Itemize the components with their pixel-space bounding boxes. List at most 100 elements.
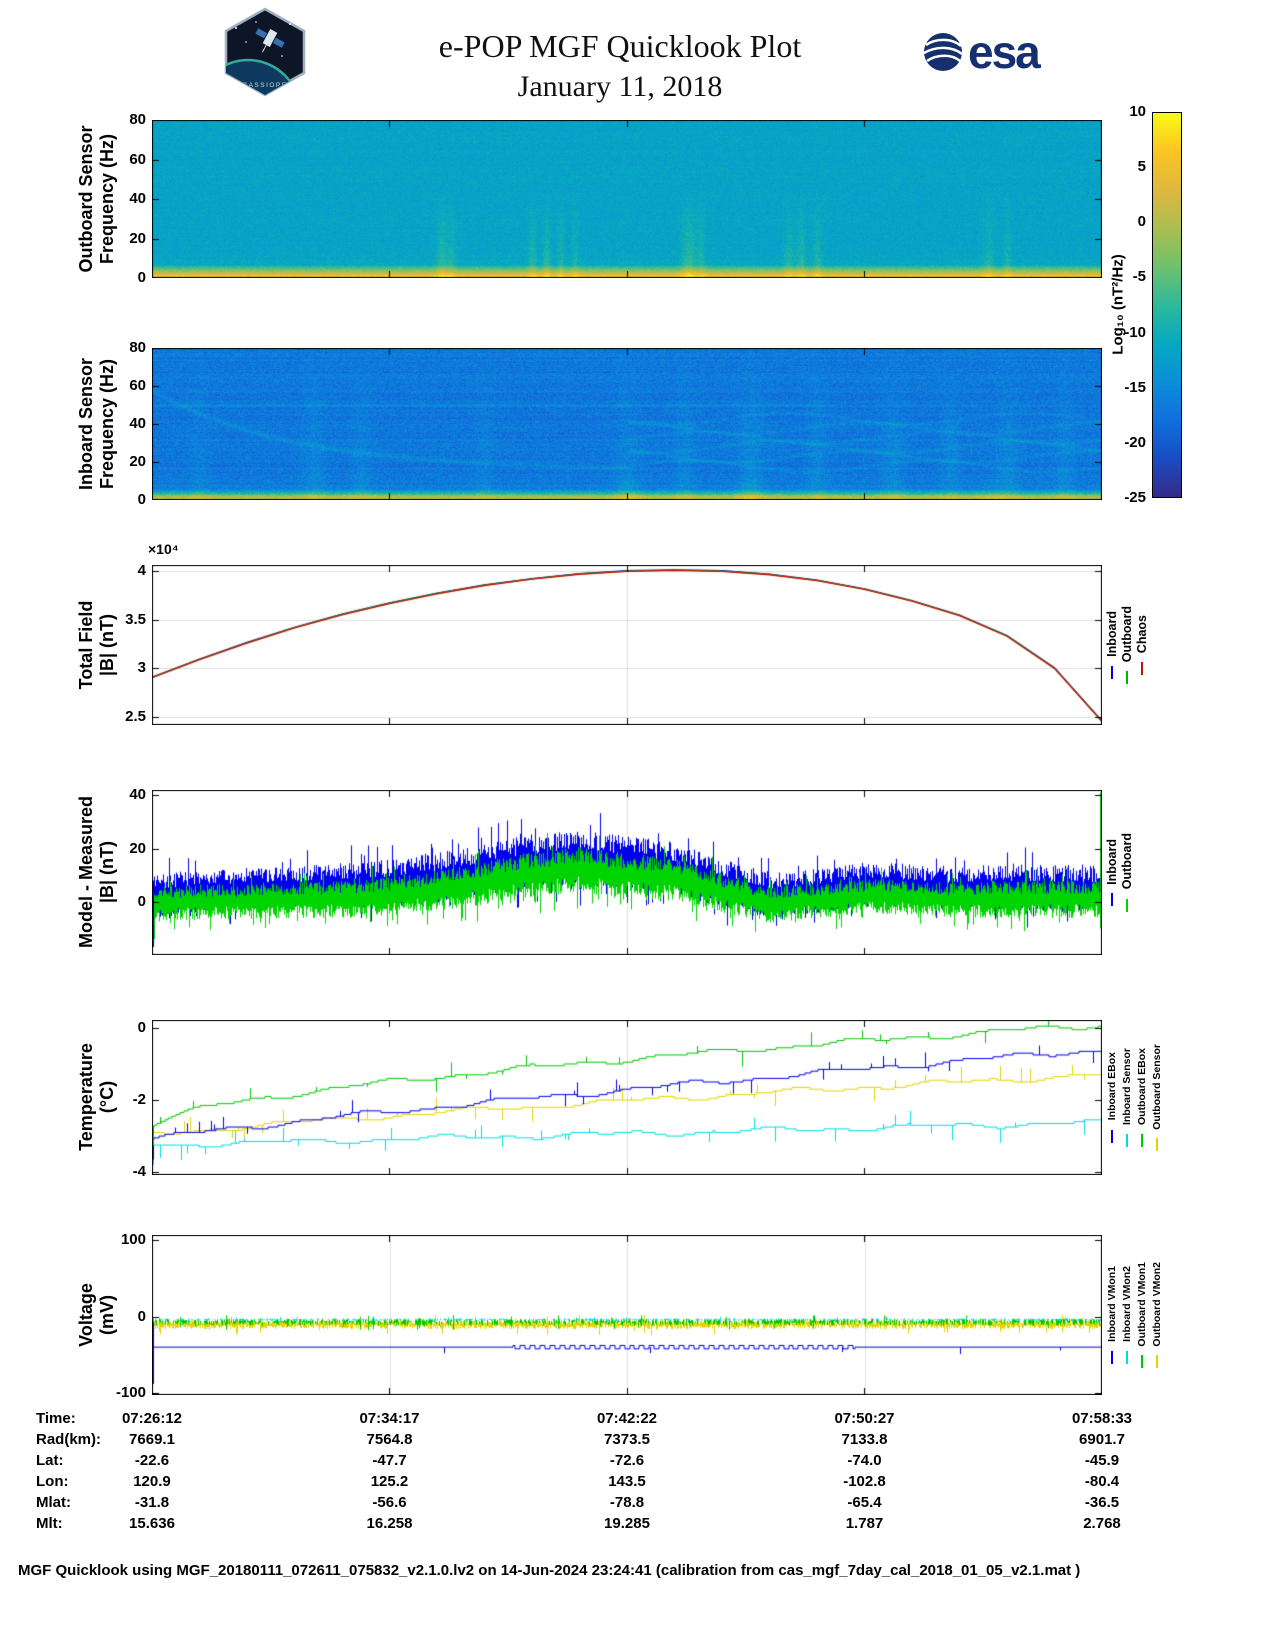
y-tick-label: 20 <box>129 229 146 247</box>
table-value: -102.8 <box>843 1473 886 1490</box>
panel-4 <box>152 790 1102 955</box>
y-tick-label: 4 <box>137 561 146 579</box>
legend-label: Outboard VMon2 <box>1151 1261 1163 1347</box>
legend-line-mark <box>1111 1129 1113 1143</box>
legend-line-mark <box>1141 1355 1143 1369</box>
table-value: -36.5 <box>1084 1494 1120 1511</box>
table-value: 07:42:22 <box>596 1410 658 1427</box>
panel-legend: Inboard VMon1 Inboard VMon2 Outboard VMon1… <box>1105 1235 1164 1395</box>
table-row-label: Mlat: <box>36 1494 71 1511</box>
table-value: -80.4 <box>1084 1473 1120 1490</box>
legend-line-mark <box>1141 1134 1143 1147</box>
panel-1-canvas <box>152 120 1102 278</box>
panel-6-canvas <box>152 1235 1102 1395</box>
y-tick-label: -2 <box>132 1091 146 1109</box>
colorbar-tick-label: -20 <box>1124 433 1146 451</box>
table-value: -31.8 <box>134 1494 170 1511</box>
table-value: 125.2 <box>370 1473 409 1490</box>
panel-4-canvas <box>152 790 1102 955</box>
legend-label: Chaos <box>1135 614 1149 654</box>
panel-legend: Inboard Outboard Chaos <box>1105 565 1149 725</box>
footer-caption: MGF Quicklook using MGF_20180111_072611_… <box>18 1562 1081 1579</box>
legend-label: Inboard VMon2 <box>1121 1266 1133 1342</box>
table-value: 1.787 <box>845 1515 884 1532</box>
mission-logo-text: CASSIOPE <box>242 82 287 89</box>
table-row-label: Mlt: <box>36 1515 63 1532</box>
colorbar-tick-label: 0 <box>1137 213 1146 231</box>
esa-logo-text: esa <box>968 26 1041 78</box>
legend-line-mark <box>1111 665 1113 679</box>
y-tick-label: 20 <box>129 453 146 470</box>
page-title: e-POP MGF Quicklook Plot <box>438 28 802 64</box>
legend-label: Outboard <box>1120 833 1134 890</box>
y-tick-label: 0 <box>137 1307 146 1325</box>
table-value: 7373.5 <box>604 1431 650 1448</box>
table-value: 143.5 <box>608 1473 646 1490</box>
legend-label: Inboard Sensor <box>1121 1047 1133 1125</box>
table-value: 19.285 <box>604 1515 650 1532</box>
table-row-label: Time: <box>36 1410 76 1427</box>
legend-entry: Outboard <box>1120 790 1134 955</box>
y-tick-label: 100 <box>120 1230 146 1248</box>
legend-entry: Outboard VMon1 <box>1135 1235 1149 1395</box>
panel-legend: Inboard Outboard <box>1105 790 1134 955</box>
legend-entry: Inboard Sensor <box>1120 1020 1134 1175</box>
panel-5 <box>152 1020 1102 1175</box>
table-value: -65.4 <box>847 1494 882 1511</box>
table-value: 07:34:17 <box>359 1410 420 1427</box>
legend-entry: Inboard <box>1105 565 1119 725</box>
colorbar-tick-label: -5 <box>1132 268 1146 286</box>
table-value: -72.6 <box>609 1452 645 1469</box>
table-value: 7564.8 <box>366 1431 413 1448</box>
legend-label: Inboard EBox <box>1106 1052 1118 1121</box>
page-date: January 11, 2018 <box>517 70 723 103</box>
y-tick-label: 40 <box>129 190 146 207</box>
colorbar <box>1152 112 1182 498</box>
y-tick-label: 0 <box>137 1018 146 1036</box>
legend-entry: Inboard VMon1 <box>1105 1235 1119 1395</box>
table-value: 16.258 <box>366 1515 413 1532</box>
legend-entry: Inboard VMon2 <box>1120 1235 1134 1395</box>
table-value: -56.6 <box>372 1494 407 1511</box>
panel-3 <box>152 565 1102 725</box>
y-tick-label: 0 <box>137 892 146 910</box>
legend-entry: Outboard EBox <box>1135 1020 1149 1175</box>
panel-legend: Inboard EBox Inboard Sensor Outboard EBox O… <box>1105 1020 1164 1175</box>
y-tick-label: 2.5 <box>125 708 146 726</box>
legend-line-mark <box>1111 893 1113 907</box>
y-tick-label: 40 <box>129 415 146 432</box>
legend-line-mark <box>1126 1350 1128 1364</box>
table-value: 7669.1 <box>129 1431 175 1448</box>
y-tick-label: 3 <box>137 659 146 677</box>
table-value: 120.9 <box>133 1473 171 1490</box>
y-tick-label: 0 <box>137 269 146 286</box>
table-value: -22.6 <box>134 1452 170 1469</box>
y-tick-label: 80 <box>129 111 146 128</box>
legend-label: Inboard VMon1 <box>1106 1266 1118 1342</box>
table-value: 6901.7 <box>1079 1431 1125 1448</box>
legend-label: Outboard EBox <box>1136 1047 1148 1125</box>
panel-3-canvas <box>152 565 1102 725</box>
colorbar-tick-label: -25 <box>1124 489 1146 506</box>
y-axis-exponent-label: ×10⁴ <box>148 541 179 557</box>
table-row-label: Lon: <box>36 1473 69 1490</box>
panel-2 <box>152 348 1102 500</box>
colorbar-tick-label: 5 <box>1137 158 1146 176</box>
y-tick-label: 40 <box>129 786 146 804</box>
legend-line-mark <box>1111 1350 1113 1364</box>
table-value: 2.768 <box>1083 1515 1121 1532</box>
cassiope-mission-logo-icon: CASSIOPE <box>224 7 306 97</box>
legend-label: Outboard Sensor <box>1151 1043 1163 1130</box>
table-value: 7133.8 <box>841 1431 888 1448</box>
panel-5-canvas <box>152 1020 1102 1175</box>
table-value: -78.8 <box>609 1494 645 1511</box>
y-tick-label: 3.5 <box>125 610 146 628</box>
legend-line-mark <box>1126 671 1128 685</box>
ylabel-line: Voltage <box>76 1283 96 1347</box>
y-tick-label: 60 <box>129 377 146 394</box>
legend-line-mark <box>1126 1134 1128 1147</box>
panel-2-canvas <box>152 348 1102 500</box>
legend-line-mark <box>1156 1138 1158 1152</box>
y-tick-label: -100 <box>115 1384 146 1402</box>
legend-line-mark <box>1156 1355 1158 1369</box>
